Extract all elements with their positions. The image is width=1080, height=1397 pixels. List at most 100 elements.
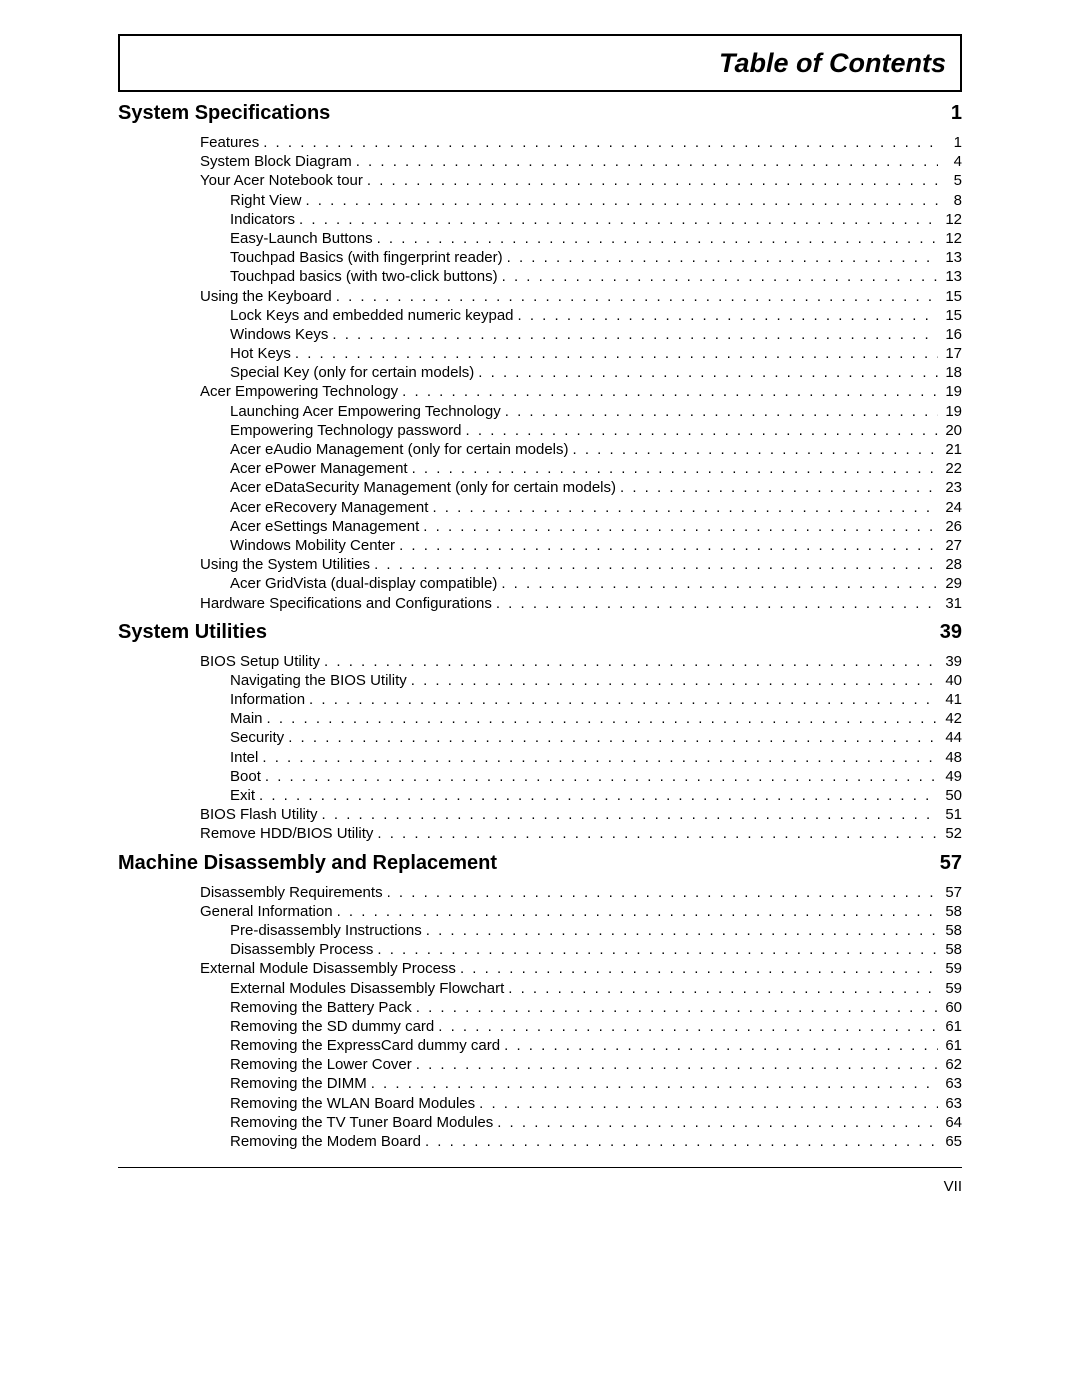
toc-label: Disassembly Process [230, 940, 377, 959]
toc-page: 31 [938, 594, 962, 613]
toc-dots [295, 344, 938, 363]
toc-label: Exit [230, 786, 259, 805]
toc-label: System Block Diagram [200, 152, 356, 171]
toc-page: 58 [938, 921, 962, 940]
toc-row: Removing the TV Tuner Board Modules64 [118, 1113, 962, 1132]
toc-dots [305, 191, 938, 210]
toc-container: System Specifications1Features1System Bl… [118, 102, 962, 1151]
toc-label: Removing the ExpressCard dummy card [230, 1036, 504, 1055]
section-page: 39 [940, 621, 962, 644]
toc-row: External Modules Disassembly Flowchart59 [118, 979, 962, 998]
toc-page: 59 [938, 979, 962, 998]
toc-dots [505, 402, 938, 421]
toc-row: Hot Keys17 [118, 344, 962, 363]
toc-row: Acer Empowering Technology 19 [118, 382, 962, 401]
footer-rule [118, 1167, 962, 1168]
toc-dots [356, 152, 938, 171]
toc-page: 65 [938, 1132, 962, 1151]
toc-page: 5 [938, 171, 962, 190]
toc-label: Disassembly Requirements [200, 883, 387, 902]
toc-page: 42 [938, 709, 962, 728]
toc-row: Remove HDD/BIOS Utility52 [118, 824, 962, 843]
toc-dots [460, 959, 938, 978]
page: Table of Contents System Specifications1… [0, 0, 1080, 1397]
toc-dots [367, 171, 938, 190]
toc-page: 15 [938, 306, 962, 325]
toc-dots [377, 229, 938, 248]
toc-page: 60 [938, 998, 962, 1017]
toc-label: Acer eRecovery Management [230, 498, 432, 517]
toc-dots [573, 440, 939, 459]
toc-dots [262, 748, 938, 767]
toc-row: BIOS Setup Utility39 [118, 652, 962, 671]
toc-label: Indicators [230, 210, 299, 229]
toc-page: 8 [938, 191, 962, 210]
toc-page: 13 [938, 248, 962, 267]
toc-dots [371, 1074, 938, 1093]
toc-row: External Module Disassembly Process59 [118, 959, 962, 978]
toc-page: 27 [938, 536, 962, 555]
toc-row: Touchpad basics (with two-click buttons)… [118, 267, 962, 286]
toc-row: Using the System Utilities28 [118, 555, 962, 574]
toc-label: Empowering Technology password [230, 421, 466, 440]
toc-page: 51 [938, 805, 962, 824]
toc-row: Intel48 [118, 748, 962, 767]
toc-label: Removing the TV Tuner Board Modules [230, 1113, 497, 1132]
toc-row: Acer eRecovery Management24 [118, 498, 962, 517]
toc-row: Launching Acer Empowering Technology 19 [118, 402, 962, 421]
toc-page: 49 [938, 767, 962, 786]
toc-page: 40 [938, 671, 962, 690]
toc-dots [263, 133, 938, 152]
toc-label: Boot [230, 767, 265, 786]
toc-row: Windows Mobility Center27 [118, 536, 962, 555]
toc-page: 1 [938, 133, 962, 152]
toc-dots [432, 498, 938, 517]
toc-page: 19 [938, 402, 962, 421]
toc-row: Easy-Launch Buttons12 [118, 229, 962, 248]
toc-label: Acer ePower Management [230, 459, 412, 478]
toc-page: 61 [938, 1036, 962, 1055]
toc-page: 63 [938, 1094, 962, 1113]
toc-dots [267, 709, 938, 728]
toc-label: Navigating the BIOS Utility [230, 671, 411, 690]
section-heading: System Utilities39 [118, 621, 962, 644]
toc-page: 21 [938, 440, 962, 459]
toc-label: Touchpad basics (with two-click buttons) [230, 267, 502, 286]
toc-row: Indicators12 [118, 210, 962, 229]
toc-page: 18 [938, 363, 962, 382]
toc-dots [423, 517, 938, 536]
toc-page: 48 [938, 748, 962, 767]
toc-page: 15 [938, 287, 962, 306]
toc-page: 59 [938, 959, 962, 978]
toc-page: 12 [938, 229, 962, 248]
toc-dots [399, 536, 938, 555]
toc-page: 58 [938, 902, 962, 921]
section-title: System Specifications [118, 102, 330, 125]
toc-page: 41 [938, 690, 962, 709]
toc-label: Launching Acer Empowering Technology [230, 402, 505, 421]
toc-row: Acer eDataSecurity Management (only for … [118, 478, 962, 497]
toc-label: Acer eSettings Management [230, 517, 423, 536]
toc-page: 4 [938, 152, 962, 171]
toc-page: 19 [938, 382, 962, 401]
toc-row: Acer eSettings Management26 [118, 517, 962, 536]
toc-label: Main [230, 709, 267, 728]
section-heading: Machine Disassembly and Replacement 57 [118, 852, 962, 875]
toc-row: Acer eAudio Management (only for certain… [118, 440, 962, 459]
section-title: Machine Disassembly and Replacement [118, 852, 497, 875]
toc-dots [337, 902, 938, 921]
toc-dots [620, 478, 938, 497]
toc-label: Lock Keys and embedded numeric keypad [230, 306, 518, 325]
toc-page: 29 [938, 574, 962, 593]
toc-row: Information41 [118, 690, 962, 709]
toc-dots [504, 1036, 938, 1055]
toc-label: Pre-disassembly Instructions [230, 921, 426, 940]
toc-row: Acer ePower Management22 [118, 459, 962, 478]
section-page: 57 [940, 852, 962, 875]
toc-dots [332, 325, 938, 344]
toc-row: Removing the DIMM63 [118, 1074, 962, 1093]
toc-label: Removing the DIMM [230, 1074, 371, 1093]
toc-row: Hardware Specifications and Configuratio… [118, 594, 962, 613]
toc-label: Acer Empowering Technology [200, 382, 402, 401]
toc-row: Acer GridVista (dual-display compatible)… [118, 574, 962, 593]
